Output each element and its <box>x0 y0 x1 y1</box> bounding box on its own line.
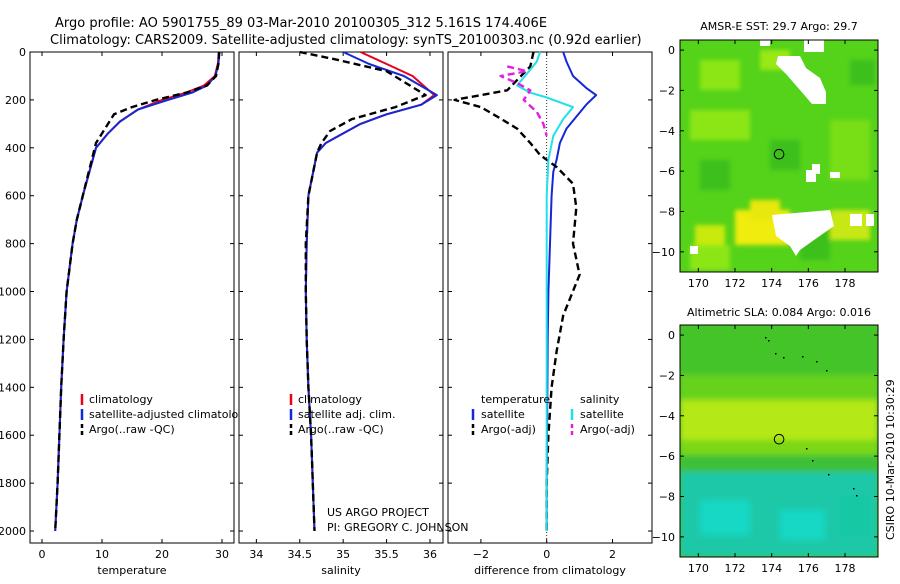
sst_map-lon-label: 174 <box>761 277 782 290</box>
temperature-legend-label: Argo(..raw -QC) <box>89 423 175 436</box>
sst-map-field <box>680 40 878 272</box>
difference-legend-label: Argo(-adj) <box>481 423 536 436</box>
csiro-timestamp: CSIRO 10-Mar-2010 10:30:29 <box>884 379 897 540</box>
sla_map-lon-label: 172 <box>725 562 746 575</box>
sla_map-lat-label: −6 <box>659 450 675 463</box>
depth-tick-label: 600 <box>5 190 26 203</box>
temperature-x-tick-label: 20 <box>155 548 169 561</box>
sla_map-lat-label: −2 <box>659 369 675 382</box>
sst_map-lon-label: 176 <box>798 277 819 290</box>
sst-map-title: AMSR-E SST: 29.7 Argo: 29.7 <box>700 20 858 33</box>
difference-x-tick-label: −2 <box>473 548 489 561</box>
sla-map-title: Altimetric SLA: 0.084 Argo: 0.016 <box>687 306 871 319</box>
difference-legend-label: Argo(-adj) <box>580 423 635 436</box>
depth-tick-label: 1400 <box>0 381 26 394</box>
sla-map-panel: Altimetric SLA: 0.084 Argo: 0.016 <box>652 306 879 575</box>
difference-x-tick-label: 0 <box>543 548 550 561</box>
title-line-1: Argo profile: AO 5901755_89 03-Mar-2010 … <box>55 16 547 31</box>
sst-map-panel: AMSR-E SST: 29.7 Argo: 29.7 <box>652 20 879 290</box>
temperature-series-2-line <box>54 51 221 532</box>
depth-tick-label: 1800 <box>0 477 26 490</box>
sla-map-axes: 170 172 174 176 178 0 −2 −4 −6 −8 −10 <box>652 325 878 575</box>
depth-tick-label: 200 <box>5 94 26 107</box>
salinity-x-tick-label: 35 <box>336 548 350 561</box>
salinity-x-tick-label: 35.5 <box>374 548 399 561</box>
salinity-x-tick-label: 34.5 <box>288 548 313 561</box>
difference-series-2-line <box>516 51 574 531</box>
temperature-x-tick-label: 30 <box>215 548 229 561</box>
salinity-x-tick-label: 34 <box>249 548 263 561</box>
difference-legend-label: satellite <box>580 408 624 421</box>
difference-legend-heading: temperature <box>481 393 550 406</box>
sla_map-lon-label: 178 <box>835 562 856 575</box>
salinity-x-axis-label: salinity <box>321 564 361 577</box>
temperature-legend-label: climatology <box>89 393 153 406</box>
temperature-x-tick-label: 10 <box>95 548 109 561</box>
salinity-x-tick-label: 36 <box>423 548 437 561</box>
difference-plot-frame <box>447 51 653 544</box>
sla-argo-position-marker <box>773 433 785 445</box>
difference-x-axis-label: difference from climatology <box>474 564 626 577</box>
sst_map-lon-label: 178 <box>835 277 856 290</box>
sst_map-lat-label: −4 <box>659 125 675 138</box>
depth-tick-label: 400 <box>5 142 26 155</box>
sla_map-lon-label: 170 <box>688 562 709 575</box>
difference-x-tick-label: 2 <box>609 548 616 561</box>
sst_map-lat-label: −8 <box>659 205 675 218</box>
sla_map-lon-label: 174 <box>761 562 782 575</box>
temperature-x-tick-label: 0 <box>39 548 46 561</box>
sst_map-lat-label: −6 <box>659 165 675 178</box>
salinity-legend-label: Argo(..raw -QC) <box>298 423 384 436</box>
salinity-legend-label: satellite adj. clim. <box>298 408 395 421</box>
sla_map-lat-label: −8 <box>659 490 675 503</box>
depth-tick-label: 1600 <box>0 429 26 442</box>
difference-series-1-line <box>453 51 581 531</box>
temperature-plot-frame <box>29 51 235 544</box>
depth-tick-label: 0 <box>19 46 26 59</box>
depth-tick-label: 2000 <box>0 525 26 538</box>
sla-map-field <box>680 325 878 557</box>
depth-tick-label: 800 <box>5 238 26 251</box>
temperature-x-axis-label: temperature <box>97 564 166 577</box>
depth-tick-label: 1200 <box>0 333 26 346</box>
title-line-2: Climatology: CARS2009. Satellite-adjuste… <box>50 33 642 48</box>
sla_map-lat-label: 0 <box>668 329 675 342</box>
sst_map-lon-label: 172 <box>725 277 746 290</box>
temperature-panel: 0 10 20 30 0 200 400 600 800 1000 1200 1400 1600 1800… <box>0 46 252 577</box>
salinity-legend-label: climatology <box>298 393 362 406</box>
sla_map-lon-label: 176 <box>798 562 819 575</box>
difference-panel: −2 0 2 difference from climatology temperatu… <box>447 51 653 577</box>
salinity-panel: 34 34.5 35 35.5 36 salinity climatology satelli… <box>238 50 444 577</box>
sla_map-lat-label: −10 <box>652 531 675 544</box>
sst_map-lon-label: 170 <box>688 277 709 290</box>
depth-tick-label: 1000 <box>0 286 26 299</box>
difference-legend-label: satellite <box>481 408 525 421</box>
temperature-legend-label: satellite-adjusted climatology <box>89 408 252 421</box>
sst_map-lat-label: −10 <box>652 246 675 259</box>
sst_map-lat-label: 0 <box>668 44 675 57</box>
project-line-2: PI: GREGORY C. JOHNSON <box>327 521 468 534</box>
sla_map-lat-label: −4 <box>659 410 675 423</box>
difference-series-3-line <box>499 65 548 137</box>
sst-map-axes: 170 172 174 176 178 0 −2 −4 −6 −8 −10 <box>652 40 878 290</box>
difference-legend-heading: salinity <box>580 393 620 406</box>
sst-argo-position-marker <box>773 148 785 160</box>
sst_map-lat-label: −2 <box>659 84 675 97</box>
project-line-1: US ARGO PROJECT <box>327 506 429 519</box>
